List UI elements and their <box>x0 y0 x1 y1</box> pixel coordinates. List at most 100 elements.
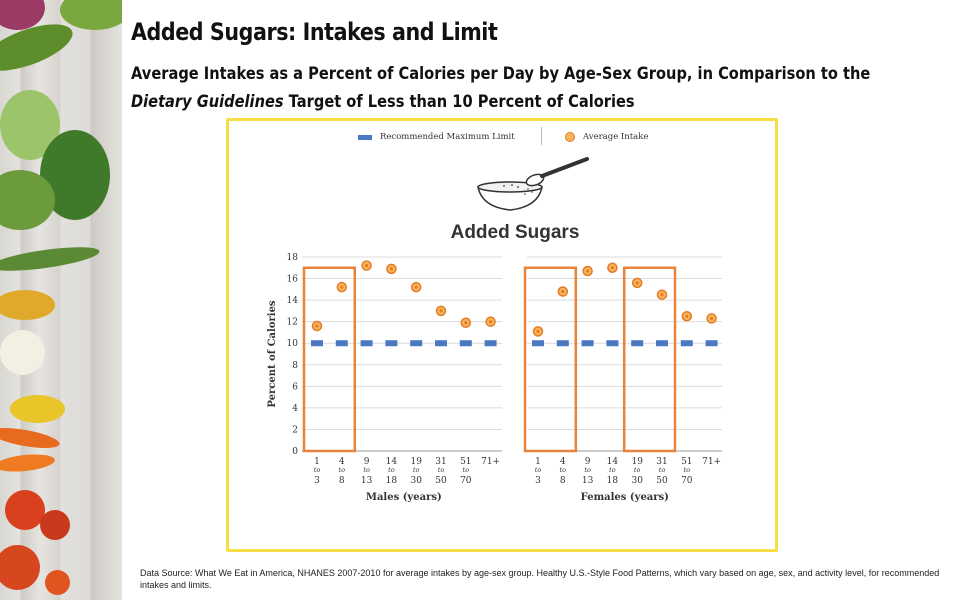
x-axis-label: Females (years) <box>581 492 669 503</box>
intake-point-center <box>340 285 344 289</box>
x-tick-label: 30 <box>631 476 643 486</box>
y-tick-label: 0 <box>292 447 298 457</box>
x-tick-label: 8 <box>560 476 566 486</box>
intake-point-center <box>536 329 540 333</box>
limit-marker <box>581 340 594 347</box>
page-subtitle: Average Intakes as a Percent of Calories… <box>131 60 931 116</box>
highlight-box <box>302 266 357 453</box>
intake-point-center <box>610 266 615 270</box>
x-tick-label: 9 <box>585 457 591 467</box>
y-tick-label: 18 <box>287 253 299 263</box>
legend-item-intake: Average Intake <box>565 128 648 146</box>
source-note: Data Source: What We Eat in America, NHA… <box>140 568 940 590</box>
limit-marker <box>459 340 472 347</box>
limit-marker <box>484 340 497 347</box>
x-tick-label-to: to <box>463 466 470 474</box>
limit-marker <box>410 340 423 347</box>
x-tick-label: 13 <box>361 476 373 486</box>
x-tick-label-to: to <box>388 466 395 474</box>
y-axis-label: Percent of Calories <box>267 300 278 407</box>
legend-limit-swatch <box>358 134 372 140</box>
intake-point-center <box>414 285 418 289</box>
x-tick-label: 50 <box>656 476 668 486</box>
subtitle-text-start: Average Intakes as a Percent of Calories… <box>131 64 871 84</box>
x-tick-label-to: to <box>438 466 445 474</box>
x-tick-label: 4 <box>339 457 345 467</box>
intake-point-center <box>561 289 565 294</box>
y-tick-label: 16 <box>287 275 299 285</box>
legend-intake-swatch <box>565 132 575 142</box>
x-tick-label: 1 <box>314 457 320 467</box>
legend-separator <box>541 127 542 145</box>
x-tick-label: 4 <box>560 457 566 467</box>
y-tick-label: 8 <box>292 361 298 371</box>
x-tick-label: 8 <box>339 476 345 486</box>
x-tick-label: 18 <box>386 476 398 486</box>
x-tick-label: 70 <box>681 476 693 486</box>
x-tick-label: 50 <box>435 476 447 486</box>
y-tick-label: 6 <box>292 382 298 392</box>
x-tick-label-to: to <box>363 466 370 474</box>
intake-point-center <box>710 316 714 321</box>
intake-point-center <box>586 269 590 273</box>
subtitle-text-end: Target of Less than 10 Percent of Calori… <box>283 92 635 112</box>
x-tick-label-to: to <box>413 466 420 474</box>
x-tick-label: 3 <box>314 476 320 486</box>
x-axis-label: Males (years) <box>366 492 442 503</box>
chart-frame <box>226 118 778 552</box>
y-tick-label: 10 <box>287 339 299 349</box>
y-tick-label: 4 <box>292 404 298 414</box>
legend-limit-label: Recommended Maximum Limit <box>380 132 515 142</box>
x-tick-label-to: to <box>634 466 641 474</box>
intake-point-center <box>685 314 689 318</box>
x-tick-label-to: to <box>584 466 591 474</box>
intake-point-center <box>489 320 493 324</box>
x-tick-label-to: to <box>560 466 567 474</box>
limit-marker <box>705 340 718 347</box>
intake-point-center <box>635 281 639 285</box>
x-tick-label: 18 <box>607 476 619 486</box>
legend-item-limit: Recommended Maximum Limit <box>358 128 515 146</box>
x-tick-label: 31 <box>656 457 667 467</box>
x-tick-label: 14 <box>386 457 398 467</box>
sugar-bowl-spoon-icon <box>477 157 589 211</box>
y-tick-label: 2 <box>292 425 298 435</box>
intake-point-center <box>315 324 319 328</box>
intake-point-center <box>439 309 443 313</box>
x-tick-label: 3 <box>535 476 541 486</box>
x-tick-label: 13 <box>582 476 594 486</box>
x-tick-label-to: to <box>609 466 616 474</box>
page-title: Added Sugars: Intakes and Limit <box>131 18 498 46</box>
x-tick-label-to: to <box>314 466 321 474</box>
highlight-box <box>523 266 578 453</box>
vegetable-border-image <box>0 0 122 600</box>
intake-point-center <box>389 267 393 271</box>
x-tick-label: 9 <box>364 457 370 467</box>
limit-marker <box>335 340 348 347</box>
x-tick-label: 30 <box>410 476 422 486</box>
legend-intake-label: Average Intake <box>583 132 649 142</box>
limit-marker <box>435 340 447 347</box>
x-tick-label-to: to <box>535 466 542 474</box>
x-tick-label-to: to <box>684 466 691 474</box>
x-tick-label: 51 <box>681 457 692 467</box>
chart-title: Added Sugars <box>450 222 580 243</box>
limit-marker <box>606 340 619 347</box>
intake-point-center <box>464 321 468 325</box>
x-tick-label: 71+ <box>481 457 500 467</box>
x-tick-label: 14 <box>607 457 619 467</box>
limit-marker <box>680 340 693 347</box>
y-tick-label: 12 <box>287 318 298 328</box>
x-tick-label: 31 <box>435 457 446 467</box>
limit-marker <box>631 340 644 347</box>
x-tick-label: 19 <box>631 457 643 467</box>
x-tick-label: 51 <box>460 457 471 467</box>
subtitle-emphasis: Dietary Guidelines <box>131 92 284 112</box>
limit-marker <box>360 340 373 347</box>
y-tick-label: 14 <box>287 296 299 306</box>
limit-marker <box>532 340 544 347</box>
intake-point-center <box>660 293 664 297</box>
limit-marker <box>311 340 323 347</box>
x-tick-label: 70 <box>460 476 472 486</box>
